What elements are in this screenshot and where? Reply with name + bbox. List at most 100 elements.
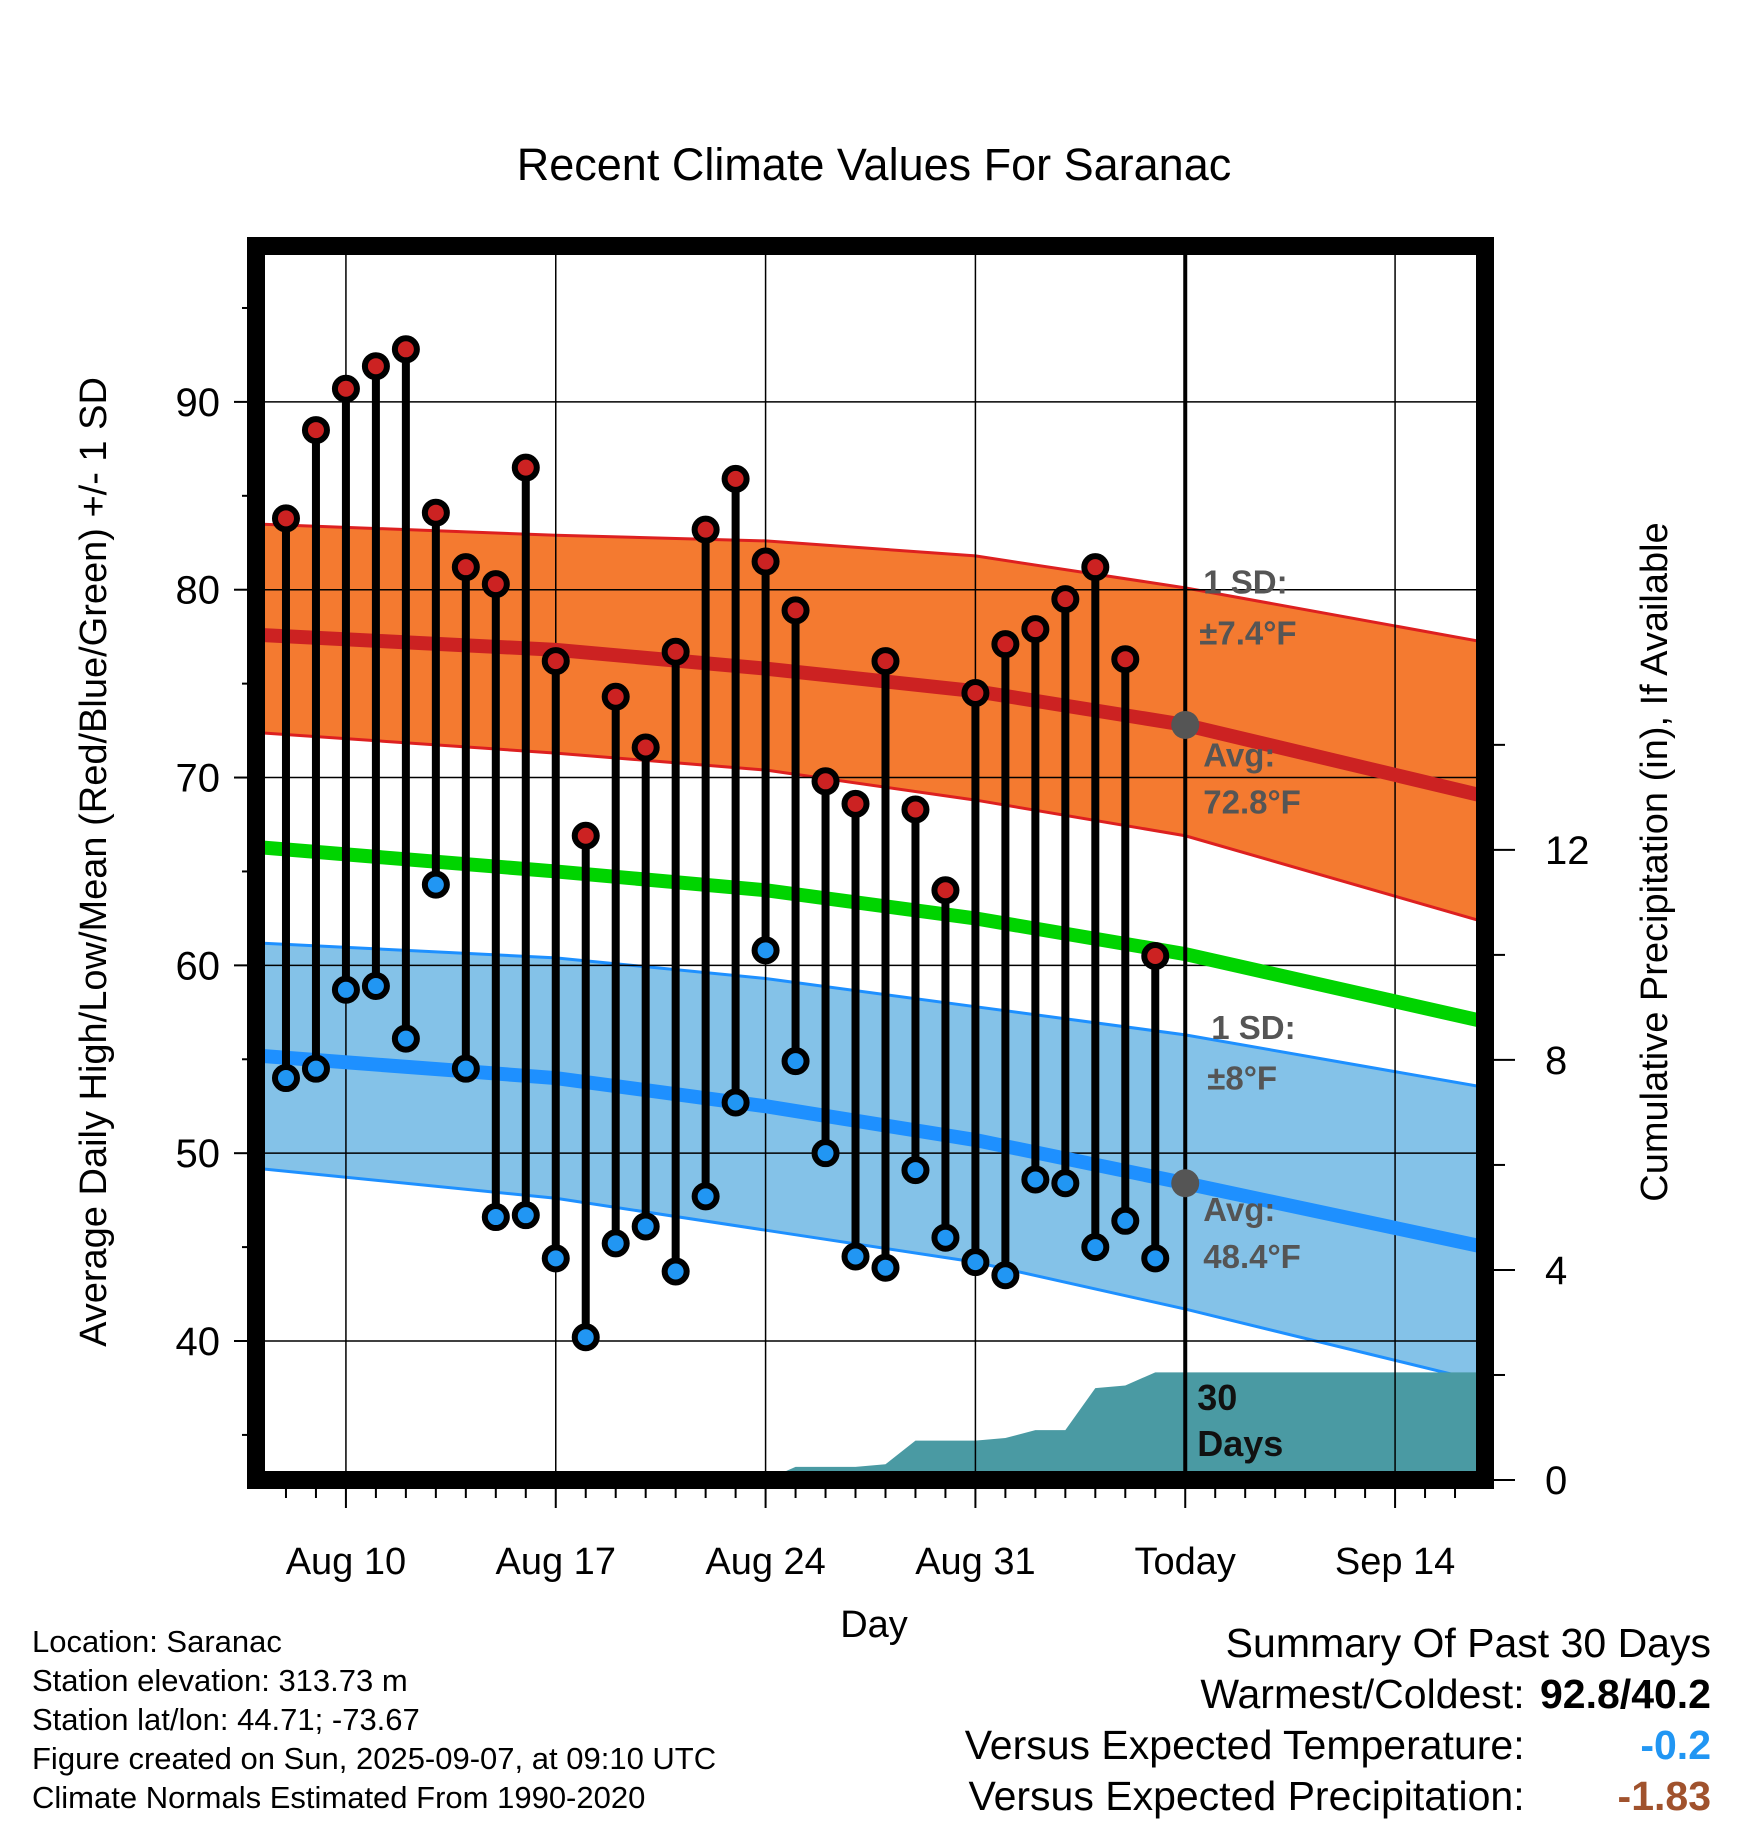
- precip-departure-label: Versus Expected Precipitation:: [968, 1773, 1525, 1819]
- high-sd-value: ±7.4°F: [1199, 614, 1296, 651]
- today-window-label: Days: [1197, 1423, 1283, 1464]
- x-tick-label: Aug 24: [705, 1541, 825, 1583]
- x-tick-label: Aug 31: [915, 1541, 1035, 1583]
- low-point: [961, 1248, 990, 1277]
- warmest-coldest-row: Warmest/Coldest: 92.8/40.2: [965, 1669, 1711, 1720]
- high-normal-line: [256, 627, 1485, 804]
- low-point: [601, 1229, 630, 1258]
- low-avg-value: 48.4°F: [1203, 1238, 1301, 1275]
- low-sd-value: ±8°F: [1207, 1060, 1277, 1097]
- created-text: Figure created on Sun, 2025-09-07, at 09…: [32, 1741, 717, 1776]
- high-point: [811, 767, 840, 796]
- high-sd-lower-line: [256, 730, 1485, 924]
- high-point: [781, 596, 810, 625]
- precipitation-area: [765, 1372, 1485, 1480]
- station-info: Location: Saranac Station elevation: 313…: [32, 1622, 716, 1817]
- today-window-label: 30: [1197, 1377, 1237, 1418]
- low-point: [631, 1212, 660, 1241]
- high-point: [301, 416, 330, 445]
- y2-tick-label: 4: [1545, 1249, 1567, 1293]
- y2-tick-label: 0: [1545, 1459, 1567, 1503]
- high-point: [1111, 645, 1140, 674]
- high-avg-label: Avg:: [1203, 737, 1275, 774]
- high-point: [661, 637, 690, 666]
- low-point: [691, 1182, 720, 1211]
- y-tick-label: 60: [176, 944, 221, 988]
- high-point: [481, 570, 510, 599]
- x-tick-label: Today: [1135, 1541, 1236, 1583]
- high-point: [361, 352, 390, 381]
- y2-tick-label: 12: [1545, 829, 1590, 873]
- low-point: [1081, 1233, 1110, 1262]
- low-sd-lower-line: [256, 1166, 1485, 1384]
- high-point: [541, 647, 570, 676]
- high-point: [421, 498, 450, 527]
- plot-content: 1 SD: ±7.4°F Avg: 72.8°F 1 SD: ±8°F Avg: 48.4°F…: [256, 246, 1485, 1480]
- high-point: [751, 547, 780, 576]
- high-point: [931, 876, 960, 905]
- high-point: [991, 630, 1020, 659]
- low-point: [661, 1257, 690, 1286]
- low-point: [721, 1088, 750, 1117]
- high-point: [721, 464, 750, 493]
- low-point: [511, 1201, 540, 1230]
- low-sd-band: [256, 942, 1485, 1383]
- y-tick-label: 90: [176, 381, 221, 425]
- high-point: [601, 682, 630, 711]
- high-sd-upper-line: [256, 522, 1485, 644]
- low-point: [301, 1054, 330, 1083]
- low-point: [931, 1223, 960, 1252]
- elevation-text: Station elevation: 313.73 m: [32, 1663, 408, 1698]
- normals-text: Climate Normals Estimated From 1990-2020: [32, 1780, 646, 1815]
- low-point: [1021, 1165, 1050, 1194]
- y-axis-label: Average Daily High/Low/Mean (Red/Blue/Gr…: [73, 377, 115, 1347]
- chart-title: Recent Climate Values For Saranac: [517, 139, 1232, 190]
- precip-departure-value: -1.83: [1617, 1773, 1711, 1819]
- y2-axis-label: Cumulative Precipitation (in), If Availa…: [1634, 522, 1676, 1201]
- low-point: [841, 1242, 870, 1271]
- low-point: [871, 1253, 900, 1282]
- high-point: [391, 335, 420, 364]
- low-sd-upper-line: [256, 941, 1485, 1089]
- high-point: [871, 647, 900, 676]
- mean-normal-line: [256, 840, 1485, 1029]
- low-point: [421, 870, 450, 899]
- high-point: [1021, 615, 1050, 644]
- high-point: [331, 374, 360, 403]
- x-tick-label: Aug 17: [496, 1541, 616, 1583]
- low-point: [271, 1064, 300, 1093]
- x-tick-label: Aug 10: [286, 1541, 406, 1583]
- high-avg-value: 72.8°F: [1203, 783, 1301, 820]
- low-point: [1141, 1244, 1170, 1273]
- y-tick-label: 40: [176, 1320, 221, 1364]
- location-text: Location: Saranac: [32, 1624, 282, 1659]
- low-today-marker: [1171, 1169, 1200, 1198]
- low-normal-line: [256, 1048, 1485, 1254]
- y-tick-label: 80: [176, 569, 221, 613]
- high-sd-label: 1 SD:: [1203, 564, 1287, 601]
- high-point: [271, 504, 300, 533]
- high-point: [1051, 585, 1080, 614]
- low-point: [991, 1261, 1020, 1290]
- y2-tick-label: 8: [1545, 1039, 1567, 1083]
- x-tick-label: Sep 14: [1335, 1541, 1455, 1583]
- high-point: [511, 453, 540, 482]
- low-point: [391, 1024, 420, 1053]
- low-avg-label: Avg:: [1203, 1191, 1275, 1228]
- low-sd-label: 1 SD:: [1211, 1009, 1295, 1046]
- low-point: [1051, 1169, 1080, 1198]
- high-today-marker: [1171, 710, 1200, 739]
- x-axis-label: Day: [840, 1604, 908, 1646]
- temp-departure-value: -0.2: [1640, 1722, 1711, 1768]
- high-point: [571, 821, 600, 850]
- low-point: [541, 1244, 570, 1273]
- low-point: [901, 1156, 930, 1185]
- precip-departure-row: Versus Expected Precipitation: -1.83: [965, 1771, 1712, 1822]
- temp-departure-label: Versus Expected Temperature:: [964, 1722, 1525, 1768]
- plot-area: 1 SD: ±7.4°F Avg: 72.8°F 1 SD: ±8°F Avg: 48.4°F…: [256, 246, 1485, 1480]
- high-sd-band: [256, 523, 1485, 923]
- warmest-coldest-label: Warmest/Coldest:: [1200, 1671, 1525, 1717]
- low-point: [481, 1203, 510, 1232]
- low-point: [451, 1054, 480, 1083]
